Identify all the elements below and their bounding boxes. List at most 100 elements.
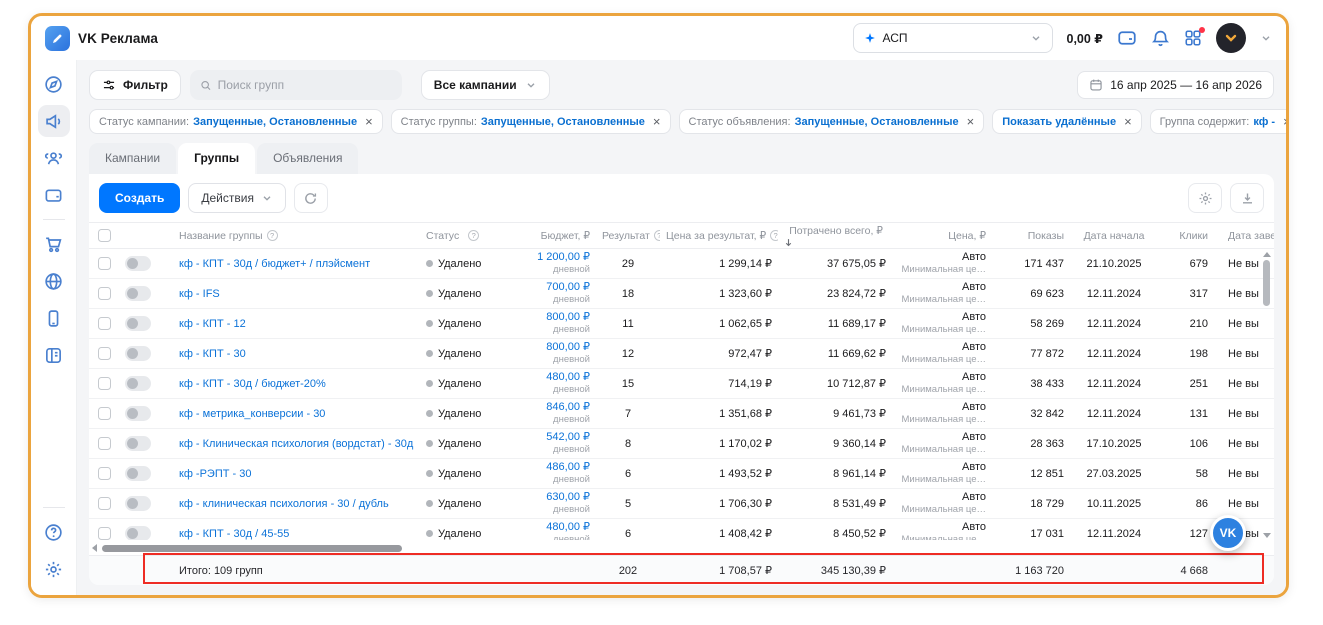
impressions-cell: 38 433 [1030, 377, 1064, 390]
group-name-link[interactable]: кф - клиническая психология - 30 / дубль [179, 497, 389, 510]
group-name-link[interactable]: кф - КПТ - 30 [179, 347, 246, 360]
vertical-scroll-thumb[interactable] [1263, 260, 1270, 306]
totals-clicks: 4 668 [1180, 564, 1208, 577]
row-toggle[interactable] [125, 376, 151, 391]
result-cell: 15 [621, 377, 635, 390]
row-toggle[interactable] [125, 316, 151, 331]
column-header-budget[interactable]: Бюджет, ₽ [540, 229, 590, 242]
close-icon[interactable]: × [1124, 114, 1132, 129]
column-header-cpr[interactable]: Цена за результат, ₽? [660, 229, 778, 242]
row-checkbox[interactable] [97, 287, 111, 300]
all-campaigns-select[interactable]: Все кампании [420, 70, 550, 100]
group-name-link[interactable]: кф - КПТ - 30д / бюджет+ / плэйсмент [179, 257, 371, 270]
sidebar-sites-icon[interactable] [38, 265, 70, 297]
scroll-down-arrow[interactable] [1262, 533, 1271, 538]
row-checkbox[interactable] [97, 257, 111, 270]
date-range-picker[interactable]: 16 апр 2025 — 16 апр 2026 [1077, 71, 1274, 99]
chip-value: Показать удалённые [1002, 115, 1117, 128]
group-name-link[interactable]: кф - КПТ - 30д / 45-55 [179, 527, 290, 540]
filter-chip[interactable]: Статус группы: Запущенные, Остановленные… [390, 109, 671, 134]
close-icon[interactable]: × [652, 114, 661, 129]
profile-menu-chevron-icon[interactable] [1260, 32, 1272, 44]
filter-chip[interactable]: Статус кампании: Запущенные, Остановленн… [89, 109, 383, 134]
filter-chip[interactable]: Группа содержит: кф - × [1149, 109, 1286, 134]
filter-chip[interactable]: Статус объявления: Запущенные, Остановле… [678, 109, 985, 134]
group-name-link[interactable]: кф -РЭПТ - 30 [179, 467, 252, 480]
vertical-scrollbar[interactable] [1262, 252, 1271, 538]
column-header-impressions[interactable]: Показы [1027, 229, 1064, 242]
sidebar-audiences-icon[interactable] [38, 142, 70, 174]
group-name-link[interactable]: кф - метрика_конверсии - 30 [179, 407, 326, 420]
tab-Объявления[interactable]: Объявления [257, 143, 359, 174]
row-checkbox[interactable] [97, 467, 111, 480]
user-avatar[interactable] [1216, 23, 1246, 53]
row-toggle[interactable] [125, 286, 151, 301]
wallet-icon[interactable] [1117, 28, 1137, 48]
group-name-link[interactable]: кф - КПТ - 30д / бюджет-20% [179, 377, 326, 390]
row-toggle[interactable] [125, 256, 151, 271]
row-checkbox[interactable] [97, 317, 111, 330]
close-icon[interactable]: × [966, 114, 975, 129]
spent-cell: 23 824,72 ₽ [827, 288, 886, 300]
apps-grid-icon[interactable] [1184, 27, 1205, 47]
row-toggle[interactable] [125, 496, 151, 511]
export-button[interactable] [1230, 183, 1264, 213]
column-header-spent[interactable]: Потрачено всего, ₽ [778, 225, 892, 247]
price-cell: Авто Минимальная це… [901, 251, 986, 275]
row-checkbox[interactable] [97, 407, 111, 420]
scroll-left-arrow[interactable] [92, 544, 97, 552]
row-checkbox[interactable] [97, 377, 111, 390]
settings-gear-icon[interactable] [38, 553, 70, 585]
close-icon[interactable]: × [365, 114, 373, 129]
sidebar-cart-icon[interactable] [38, 228, 70, 260]
column-header-date-end[interactable]: Дата заверш [1228, 229, 1274, 242]
vk-support-fab[interactable]: VK [1210, 515, 1246, 551]
group-name-link[interactable]: кф - КПТ - 12 [179, 317, 246, 330]
search-groups-field[interactable] [189, 70, 402, 100]
column-header-result[interactable]: Результат? [596, 229, 660, 242]
sidebar-mobile-apps-icon[interactable] [38, 302, 70, 334]
clicks-cell: 679 [1189, 257, 1208, 270]
sidebar-budget-icon[interactable] [38, 179, 70, 211]
sidebar-overview-icon[interactable] [38, 68, 70, 100]
close-icon[interactable]: × [1283, 115, 1286, 128]
filter-chip[interactable]: Показать удалённые × [992, 109, 1142, 134]
row-toggle[interactable] [125, 406, 151, 421]
row-toggle[interactable] [125, 346, 151, 361]
group-name-link[interactable]: кф - Клиническая психология (вордстат) -… [179, 437, 414, 450]
search-groups-input[interactable] [217, 78, 392, 92]
column-header-name[interactable]: Название группы? [161, 229, 420, 242]
actions-dropdown[interactable]: Действия [188, 183, 286, 213]
vk-ads-logo[interactable]: VK Реклама [45, 25, 158, 51]
select-all-checkbox[interactable] [97, 229, 111, 242]
row-toggle[interactable] [125, 466, 151, 481]
group-name-link[interactable]: кф - IFS [179, 287, 220, 300]
notifications-bell-icon[interactable] [1151, 29, 1170, 48]
row-checkbox[interactable] [97, 437, 111, 450]
column-header-clicks[interactable]: Клики [1179, 229, 1208, 242]
row-toggle[interactable] [125, 436, 151, 451]
clicks-cell: 317 [1189, 287, 1208, 300]
create-button[interactable]: Создать [99, 183, 181, 213]
sidebar-catalog-icon[interactable] [38, 339, 70, 371]
row-checkbox[interactable] [97, 497, 111, 510]
table-row: кф -РЭПТ - 30 Удалено 486,00 ₽ дневной 6 1 49… [89, 459, 1274, 489]
table-settings-button[interactable] [1188, 183, 1222, 213]
column-header-status[interactable]: Статус? [420, 230, 512, 242]
horizontal-scroll-thumb[interactable] [102, 544, 402, 552]
horizontal-scrollbar[interactable] [89, 542, 1274, 554]
sidebar-campaigns-icon[interactable] [37, 105, 70, 137]
column-header-date-start[interactable]: Дата начала [1083, 229, 1145, 242]
row-toggle[interactable] [125, 526, 151, 540]
tab-Группы[interactable]: Группы [178, 143, 256, 174]
refresh-button[interactable] [293, 183, 328, 213]
tab-Кампании[interactable]: Кампании [89, 143, 177, 174]
row-checkbox[interactable] [97, 347, 111, 360]
filter-button[interactable]: Фильтр [89, 70, 181, 100]
help-icon[interactable] [38, 516, 70, 548]
row-checkbox[interactable] [97, 527, 111, 540]
scroll-up-arrow[interactable] [1262, 252, 1271, 257]
date-end-cell: Не вы [1228, 257, 1259, 270]
column-header-price[interactable]: Цена, ₽ [948, 229, 986, 242]
account-select[interactable]: АСП [852, 23, 1053, 53]
